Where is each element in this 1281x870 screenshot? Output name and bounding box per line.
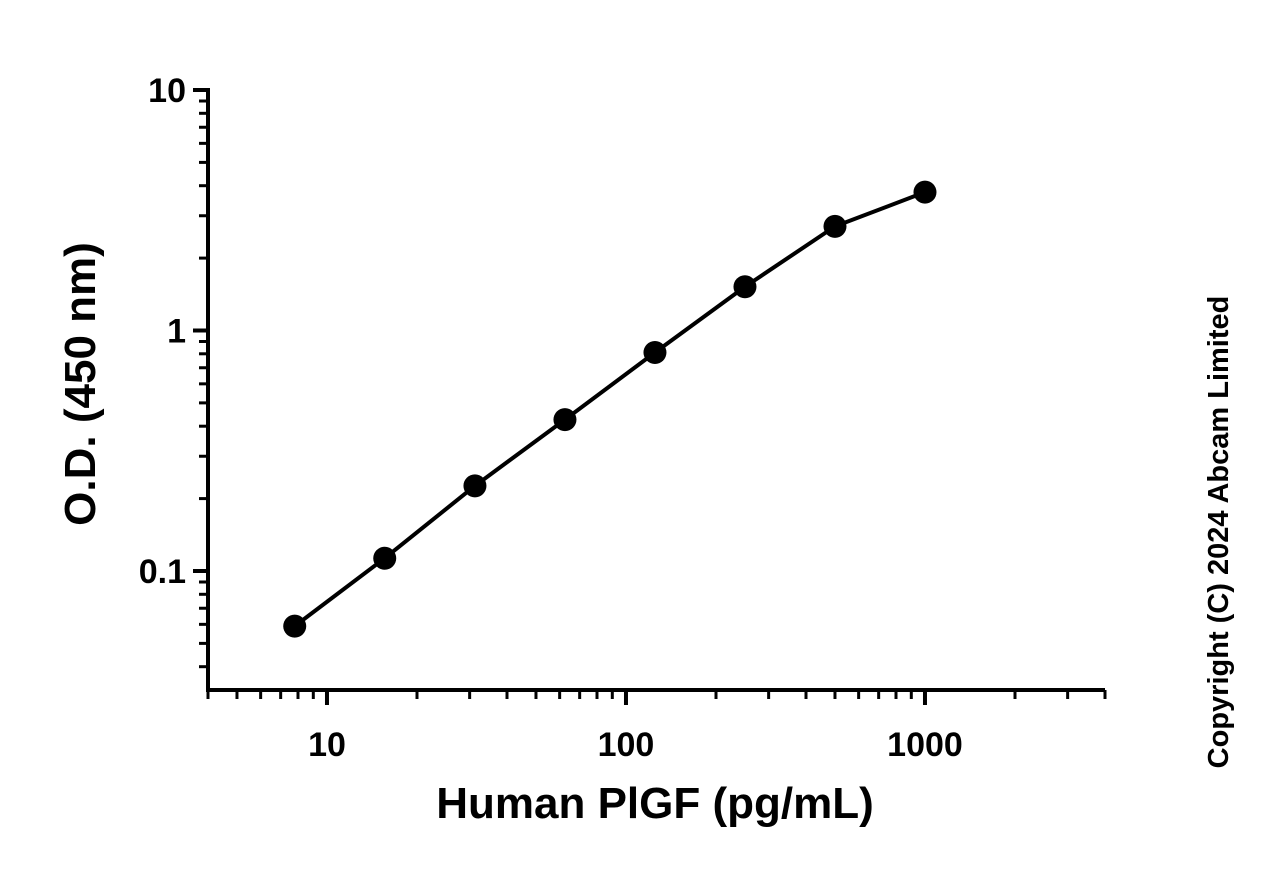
x-tick-label: 1000: [887, 726, 963, 764]
copyright: Copyright (C) 2024 Abcam Limited: [1203, 296, 1235, 769]
data-point: [823, 214, 847, 238]
data-point: [373, 546, 397, 570]
y-tick-label: 10: [148, 72, 186, 110]
x-tick-label: 100: [598, 726, 655, 764]
data-point: [283, 614, 307, 638]
x-tick-label: 10: [308, 726, 346, 764]
data-point: [913, 180, 937, 204]
data-point: [643, 341, 667, 365]
x-axis-label: Human PlGF (pg/mL): [436, 779, 874, 828]
data-point: [463, 474, 487, 498]
y-tick-label: 1: [167, 312, 186, 350]
y-tick-label: 0.1: [139, 553, 186, 591]
y-axis-label: O.D. (450 nm): [56, 242, 105, 526]
data-point: [553, 408, 577, 432]
fit-line: [293, 190, 926, 628]
data-point: [733, 275, 757, 299]
